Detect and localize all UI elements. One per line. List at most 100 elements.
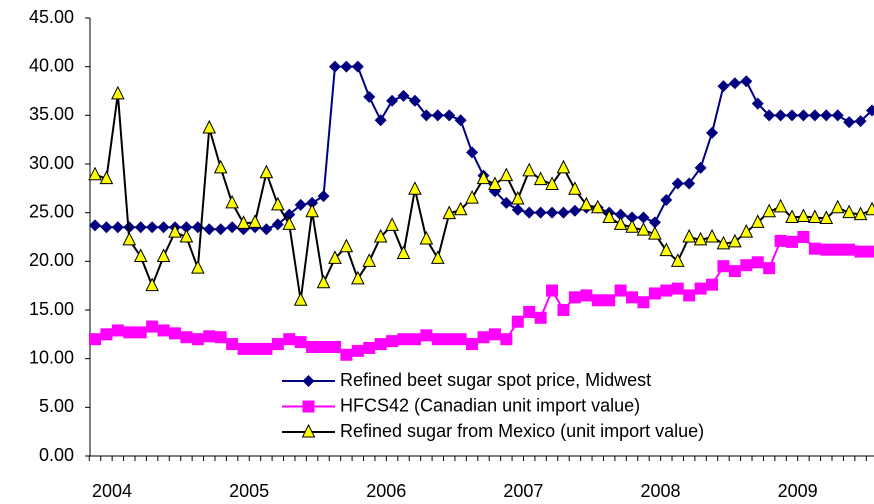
data-point (534, 206, 547, 219)
data-point (134, 221, 147, 234)
y-tick-label: 10.00 (29, 347, 74, 367)
data-point (500, 196, 513, 209)
x-tick-label: 2007 (503, 481, 543, 501)
data-point (523, 206, 536, 219)
data-point (454, 333, 467, 346)
data-point (660, 194, 673, 207)
data-point (328, 60, 341, 73)
data-point (568, 181, 582, 195)
data-point (99, 170, 114, 185)
data-point (420, 329, 433, 342)
data-point (786, 235, 799, 248)
data-point (866, 104, 874, 117)
data-point (830, 199, 845, 214)
data-point (751, 256, 764, 269)
legend-label: Refined beet sugar spot price, Midwest (340, 370, 651, 390)
data-point (683, 289, 696, 302)
data-point (397, 89, 410, 102)
data-point (294, 198, 307, 211)
data-point (843, 243, 856, 256)
data-point (420, 109, 433, 122)
data-point (316, 274, 331, 289)
data-point (796, 208, 811, 223)
data-point (717, 80, 730, 93)
data-point (728, 77, 741, 90)
data-point (477, 331, 490, 344)
data-point (374, 114, 387, 127)
data-point (511, 203, 524, 216)
data-point (613, 216, 628, 230)
y-tick-label: 45.00 (29, 7, 74, 27)
data-point (740, 259, 753, 272)
data-point (626, 211, 639, 224)
data-point (717, 260, 730, 273)
data-point (671, 177, 684, 190)
data-point (363, 90, 376, 103)
data-point (648, 287, 661, 300)
data-point (294, 336, 307, 349)
x-tick-label: 2005 (229, 481, 269, 501)
data-point (214, 331, 227, 344)
data-point (100, 328, 113, 341)
data-point (214, 223, 227, 236)
data-point (534, 311, 547, 324)
data-point (866, 245, 874, 258)
data-point (808, 209, 822, 224)
data-point (271, 196, 285, 211)
data-point (89, 219, 101, 232)
data-point (100, 221, 113, 234)
data-point (225, 194, 239, 209)
data-point (260, 342, 273, 355)
data-point (648, 216, 661, 229)
data-point (740, 75, 753, 88)
x-tick-label: 2008 (640, 481, 680, 501)
data-point (739, 224, 754, 238)
data-point (146, 221, 159, 234)
data-point (454, 114, 467, 127)
legend-marker (302, 400, 315, 413)
data-point (237, 342, 250, 355)
data-point (293, 292, 308, 306)
data-point (191, 260, 205, 274)
data-point (122, 231, 137, 246)
data-point (523, 305, 536, 318)
data-point (820, 243, 833, 256)
data-point (362, 253, 377, 267)
data-point (145, 277, 159, 292)
data-point (590, 199, 605, 214)
y-tick-label: 30.00 (29, 153, 74, 173)
data-point (842, 204, 856, 219)
data-point (626, 291, 639, 304)
data-point (843, 116, 856, 129)
data-point (660, 284, 673, 297)
data-point (340, 348, 353, 361)
x-tick-label: 2009 (778, 481, 818, 501)
legend-marker (301, 423, 316, 438)
data-point (339, 238, 354, 253)
data-point (500, 333, 513, 346)
data-point (557, 304, 570, 316)
data-point (111, 324, 124, 337)
data-point (659, 242, 674, 257)
data-point (350, 270, 365, 285)
data-point (763, 262, 776, 275)
y-tick-label: 20.00 (29, 250, 74, 270)
data-point (637, 211, 650, 224)
data-point (146, 320, 159, 333)
data-point (443, 109, 456, 122)
data-point (271, 338, 284, 351)
data-point (706, 126, 719, 139)
data-point (202, 119, 217, 134)
data-point (317, 340, 330, 353)
data-point (820, 109, 833, 122)
data-point (545, 176, 559, 190)
data-point (134, 326, 147, 339)
data-point (157, 221, 170, 234)
data-point (386, 335, 399, 348)
data-point (751, 97, 764, 110)
data-point (797, 231, 810, 243)
data-point (785, 209, 799, 224)
legend-label: Refined sugar from Mexico (unit import v… (340, 421, 704, 441)
data-point (351, 344, 364, 357)
x-tick-label: 2004 (92, 481, 132, 501)
